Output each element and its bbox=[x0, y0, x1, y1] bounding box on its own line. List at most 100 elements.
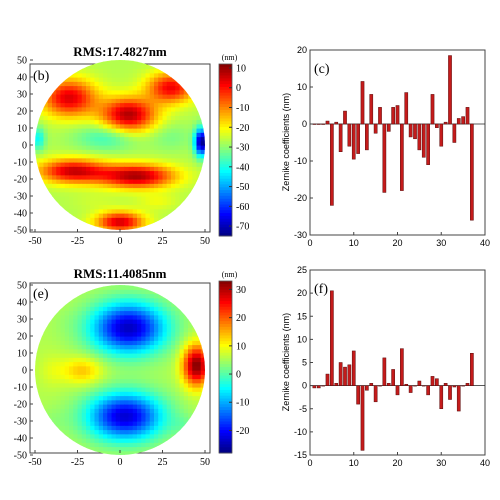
heatmap-cell bbox=[77, 157, 83, 163]
heatmap-cell bbox=[43, 323, 49, 329]
heatmap-cell bbox=[179, 438, 185, 443]
bar bbox=[417, 380, 422, 386]
heatmap-cell bbox=[175, 314, 181, 320]
colorbar-segment bbox=[219, 150, 232, 154]
bar bbox=[351, 350, 356, 386]
heatmap-cell bbox=[56, 336, 62, 341]
heatmap-cell bbox=[47, 170, 53, 176]
heatmap-cell bbox=[171, 293, 176, 299]
heatmap-cell bbox=[77, 77, 83, 82]
heatmap-cell bbox=[149, 166, 155, 172]
heatmap-cell bbox=[69, 382, 74, 388]
heatmap-cell bbox=[103, 293, 108, 299]
heatmap-cell bbox=[43, 442, 49, 448]
heatmap-cell bbox=[77, 170, 83, 176]
heatmap-cell bbox=[124, 285, 130, 290]
heatmap-cell bbox=[132, 196, 138, 201]
heatmap-cell bbox=[137, 140, 142, 146]
colorbar-segment bbox=[219, 195, 232, 200]
heatmap-cell bbox=[73, 157, 79, 163]
heatmap-cell bbox=[103, 136, 108, 142]
colorbar-segment bbox=[219, 326, 232, 331]
heatmap-cell bbox=[179, 149, 185, 155]
heatmap-cell bbox=[73, 323, 79, 329]
heatmap-cell bbox=[35, 399, 40, 405]
heatmap-cell bbox=[149, 340, 155, 346]
heatmap-cell bbox=[137, 319, 142, 324]
heatmap-cell bbox=[149, 225, 155, 230]
heatmap-cell bbox=[145, 285, 151, 290]
y-tick-label: -30 bbox=[14, 417, 27, 428]
heatmap-cell bbox=[94, 344, 100, 350]
heatmap-cell bbox=[115, 81, 121, 87]
colorbar-segment bbox=[219, 132, 232, 137]
heatmap-cell bbox=[124, 64, 130, 70]
heatmap-cell bbox=[39, 166, 45, 172]
heatmap-cell bbox=[98, 145, 104, 150]
heatmap-cell bbox=[145, 408, 151, 414]
heatmap-cell bbox=[196, 170, 202, 176]
y-tick-label: 10 bbox=[17, 124, 27, 135]
heatmap-cell bbox=[162, 140, 168, 146]
heatmap-cell bbox=[64, 196, 70, 201]
heatmap-cell bbox=[52, 68, 57, 74]
heatmap-cell bbox=[107, 123, 113, 129]
heatmap-cell bbox=[175, 179, 181, 184]
heatmap-cell bbox=[171, 132, 176, 138]
heatmap-cell bbox=[154, 412, 159, 418]
y-tick-label: 10 bbox=[297, 334, 307, 344]
heatmap-cell bbox=[111, 140, 117, 146]
heatmap-cell bbox=[94, 357, 100, 363]
heatmap-cell bbox=[188, 319, 193, 324]
heatmap-cell bbox=[149, 106, 155, 112]
heatmap-cell bbox=[107, 213, 113, 218]
heatmap-cell bbox=[69, 302, 74, 307]
y-tick-label: 0 bbox=[302, 381, 307, 391]
heatmap-cell bbox=[98, 179, 104, 184]
heatmap-cell bbox=[196, 102, 202, 108]
heatmap-cell bbox=[69, 306, 74, 312]
heatmap-cell bbox=[158, 140, 164, 146]
heatmap-cell bbox=[107, 60, 113, 65]
heatmap-cell bbox=[179, 77, 185, 82]
x-tick-label: 20 bbox=[392, 458, 402, 468]
heatmap-cell bbox=[175, 416, 181, 422]
heatmap-cell bbox=[188, 136, 193, 142]
heatmap-cell bbox=[162, 340, 168, 346]
heatmap-cell bbox=[64, 306, 70, 312]
heatmap-cell bbox=[103, 302, 108, 307]
heatmap-cell bbox=[64, 399, 70, 405]
heatmap-cell bbox=[141, 387, 147, 392]
heatmap-cell bbox=[137, 302, 142, 307]
colorbar-segment bbox=[219, 321, 232, 325]
heatmap-cell bbox=[39, 89, 45, 95]
heatmap-cell bbox=[162, 136, 168, 142]
heatmap-cell bbox=[124, 157, 130, 163]
heatmap-cell bbox=[158, 149, 164, 155]
heatmap-cell bbox=[188, 399, 193, 405]
heatmap-cell bbox=[115, 391, 121, 397]
heatmap-cell bbox=[103, 336, 108, 341]
heatmap-cell bbox=[145, 115, 151, 121]
heatmap-cell bbox=[86, 123, 91, 129]
heatmap-cell bbox=[94, 217, 100, 223]
heatmap-cell bbox=[192, 404, 198, 409]
heatmap-cell bbox=[111, 132, 117, 138]
colorbar-segment bbox=[219, 115, 232, 119]
heatmap-cell bbox=[103, 361, 108, 367]
heatmap-cell bbox=[115, 196, 121, 201]
heatmap-cell bbox=[115, 289, 121, 295]
heatmap-cell bbox=[162, 170, 168, 176]
heatmap-cell bbox=[56, 128, 62, 133]
heatmap-cell bbox=[141, 331, 147, 337]
colorbar-segment bbox=[219, 158, 232, 162]
heatmap-cell bbox=[171, 225, 176, 230]
heatmap-cell bbox=[166, 204, 172, 210]
heatmap-cell bbox=[128, 365, 134, 371]
heatmap-cell bbox=[158, 162, 164, 167]
heatmap-cell bbox=[128, 174, 134, 180]
heatmap-cell bbox=[69, 416, 74, 422]
heatmap-cell bbox=[179, 132, 185, 138]
heatmap-cell bbox=[39, 102, 45, 108]
heatmap-cell bbox=[124, 425, 130, 431]
